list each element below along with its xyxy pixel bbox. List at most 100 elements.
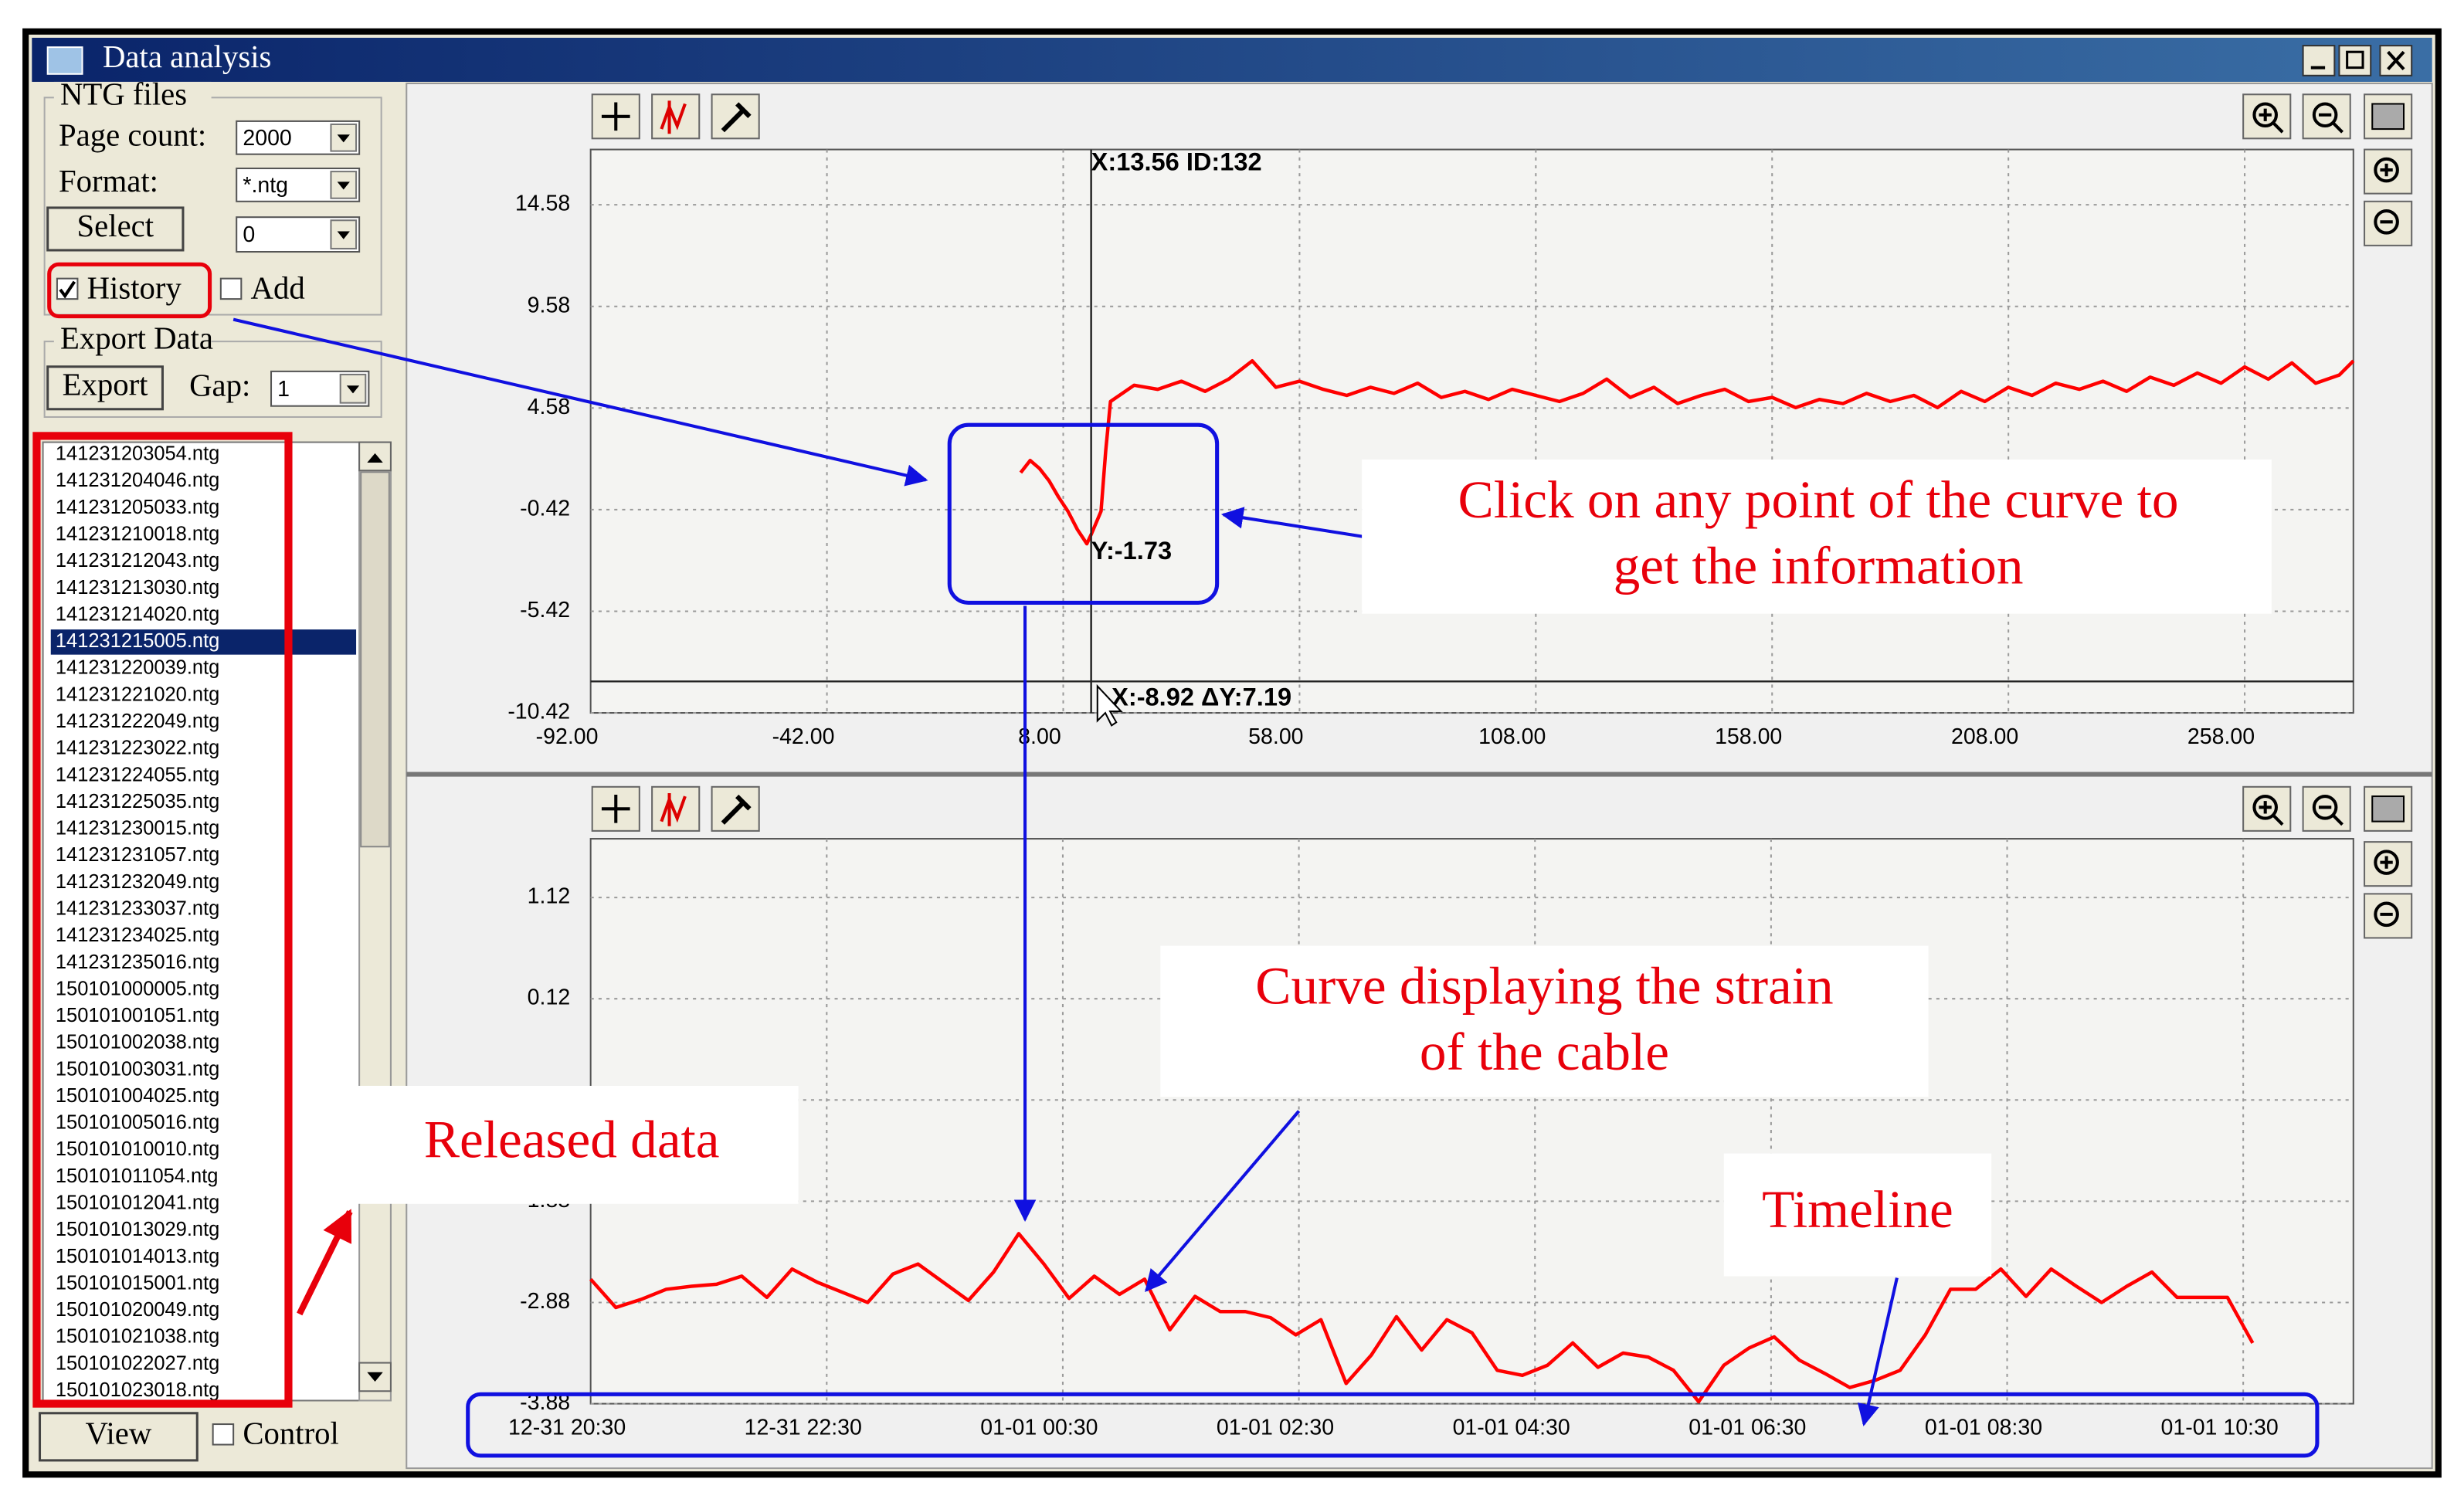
x-tick-label: 01-01 02:30 bbox=[1217, 1416, 1334, 1440]
file-item[interactable]: 141231221020.ntg bbox=[56, 683, 219, 705]
file-item[interactable]: 141231232049.ntg bbox=[56, 871, 219, 893]
y-tick-label: 1.12 bbox=[528, 884, 571, 909]
file-item[interactable]: 150101022027.ntg bbox=[56, 1352, 219, 1374]
file-item[interactable]: 141231205033.ntg bbox=[56, 497, 219, 518]
export-button-label[interactable]: Export bbox=[63, 368, 149, 402]
add-checkbox[interactable] bbox=[219, 277, 243, 300]
file-item[interactable]: 150101003031.ntg bbox=[56, 1058, 219, 1080]
zoom-icon bbox=[2252, 102, 2278, 128]
file-item[interactable]: 150101011054.ntg bbox=[56, 1165, 219, 1187]
group-box bbox=[43, 341, 382, 418]
file-item[interactable]: 141231213030.ntg bbox=[56, 577, 219, 599]
page-count-combo-value: 2000 bbox=[243, 126, 291, 151]
file-item[interactable]: 150101001051.ntg bbox=[56, 1005, 219, 1026]
x-tick-label: 12-31 22:30 bbox=[745, 1416, 862, 1440]
view-button[interactable] bbox=[38, 1412, 199, 1462]
file-item[interactable]: 141231224055.ntg bbox=[56, 764, 219, 785]
view-button-label[interactable]: View bbox=[85, 1416, 151, 1451]
file-item[interactable]: 141231212043.ntg bbox=[56, 550, 219, 572]
file-item[interactable]: 150101014013.ntg bbox=[56, 1246, 219, 1267]
callout-arrow bbox=[232, 317, 928, 487]
charts: 14.58 9.58 4.58 -0.42 -5.42 -10.42-92.00 -42.0… bbox=[507, 93, 2413, 1440]
file-item[interactable]: 141231204046.ntg bbox=[56, 470, 219, 491]
cursor-tool[interactable] bbox=[651, 785, 701, 832]
file-item[interactable]: 141231235016.ntg bbox=[56, 951, 219, 973]
scroll-down-arrow bbox=[367, 1372, 383, 1382]
file-item[interactable]: 141231225035.ntg bbox=[56, 791, 219, 812]
file-item[interactable]: 141231220039.ntg bbox=[56, 657, 219, 679]
file-item[interactable]: 150101005016.ntg bbox=[56, 1112, 219, 1134]
format-combo-arrow bbox=[337, 181, 350, 190]
export-button[interactable] bbox=[46, 365, 164, 411]
select-button-label[interactable]: Select bbox=[77, 209, 154, 243]
fit-icon bbox=[2371, 795, 2405, 823]
file-item[interactable]: 150101002038.ntg bbox=[56, 1032, 219, 1053]
file-item[interactable]: 141231223022.ntg bbox=[56, 738, 219, 759]
history-checkbox-label[interactable]: History bbox=[87, 270, 182, 305]
gap-combo-arrow bbox=[346, 385, 360, 394]
file-item[interactable]: 150101015001.ntg bbox=[56, 1272, 219, 1294]
file-item[interactable]: 150101004025.ntg bbox=[56, 1085, 219, 1107]
y-tick-label: -0.42 bbox=[520, 496, 570, 521]
annotation-box bbox=[355, 1085, 799, 1204]
cursor-y-label: Y:-1.73 bbox=[1091, 536, 1172, 565]
history-checkbox-mark bbox=[59, 280, 76, 299]
x-tick-label: 58.00 bbox=[1248, 724, 1303, 749]
released-highlight bbox=[32, 432, 293, 1408]
zoom-icon-sign bbox=[2259, 801, 2284, 826]
select-button[interactable] bbox=[46, 206, 185, 252]
file-item[interactable]: 141231214020.ntg bbox=[56, 603, 219, 625]
bottom-plot-area bbox=[589, 838, 2354, 1405]
cursor-icon bbox=[660, 792, 687, 826]
file-item[interactable]: 150101000005.ntg bbox=[56, 978, 219, 999]
file-item[interactable]: 141231215005.ntg bbox=[56, 630, 219, 652]
file-list-items: 141231203054.ntg 141231204046.ntg 14123120… bbox=[50, 443, 357, 1401]
format-label: Format: bbox=[59, 164, 158, 198]
x-tick-label: -42.00 bbox=[772, 724, 835, 749]
file-item[interactable]: 150101010010.ntg bbox=[56, 1138, 219, 1160]
x-tick-label: 01-01 04:30 bbox=[1453, 1416, 1570, 1440]
annotation-box bbox=[1723, 1153, 1992, 1277]
file-item[interactable]: 150101013029.ntg bbox=[56, 1219, 219, 1240]
file-item[interactable]: 150101012041.ntg bbox=[56, 1192, 219, 1214]
y-tick-label: -10.42 bbox=[507, 700, 570, 724]
file-item[interactable]: 141231234025.ntg bbox=[56, 924, 219, 946]
callout-arrow bbox=[1145, 1110, 1301, 1293]
cursor-tool[interactable] bbox=[651, 93, 701, 140]
page-count-combo-arrow bbox=[337, 134, 350, 143]
x-tick-label: 01-01 08:30 bbox=[1925, 1416, 2042, 1440]
gap-label: Gap: bbox=[189, 368, 250, 403]
annotation-text: Released data bbox=[424, 1109, 720, 1169]
select-combo-arrow bbox=[337, 231, 350, 239]
zoom-icon bbox=[2312, 794, 2338, 820]
control-checkbox[interactable] bbox=[212, 1423, 235, 1446]
group-title: NTG files bbox=[60, 77, 187, 112]
minimize-button[interactable] bbox=[2302, 45, 2336, 76]
scroll-thumb[interactable] bbox=[360, 471, 390, 848]
group-title-bg bbox=[53, 81, 212, 114]
callout-arrow bbox=[297, 1209, 353, 1316]
file-item[interactable]: 150101023018.ntg bbox=[56, 1379, 219, 1401]
cursor-x-label: X:13.56 ID:132 bbox=[1091, 148, 1262, 176]
file-item[interactable]: 150101020049.ntg bbox=[56, 1299, 219, 1321]
file-item[interactable]: 141231222049.ntg bbox=[56, 711, 219, 732]
file-item[interactable]: 141231233037.ntg bbox=[56, 897, 219, 919]
x-tick-label: -92.00 bbox=[536, 724, 599, 749]
add-checkbox-label[interactable]: Add bbox=[251, 270, 305, 305]
file-item[interactable]: 141231203054.ntg bbox=[56, 443, 219, 465]
format-combo-value: *.ntg bbox=[243, 173, 288, 198]
data-line bbox=[1019, 359, 2355, 546]
y-tick-label: 14.58 bbox=[515, 192, 570, 216]
history-checkbox[interactable] bbox=[56, 277, 79, 300]
file-item[interactable]: 141231231057.ntg bbox=[56, 844, 219, 866]
file-item[interactable]: 141231230015.ntg bbox=[56, 818, 219, 839]
control-checkbox-label[interactable]: Control bbox=[243, 1416, 339, 1451]
zoom-icon-sign bbox=[2380, 163, 2393, 177]
file-item[interactable]: 150101021038.ntg bbox=[56, 1326, 219, 1348]
y-tick-label: -2.88 bbox=[520, 1289, 570, 1314]
maximize-button[interactable] bbox=[2338, 45, 2372, 76]
zoom-icon-sign bbox=[2318, 113, 2344, 134]
file-item[interactable]: 141231210018.ntg bbox=[56, 524, 219, 545]
annotation-box bbox=[1160, 945, 1929, 1097]
